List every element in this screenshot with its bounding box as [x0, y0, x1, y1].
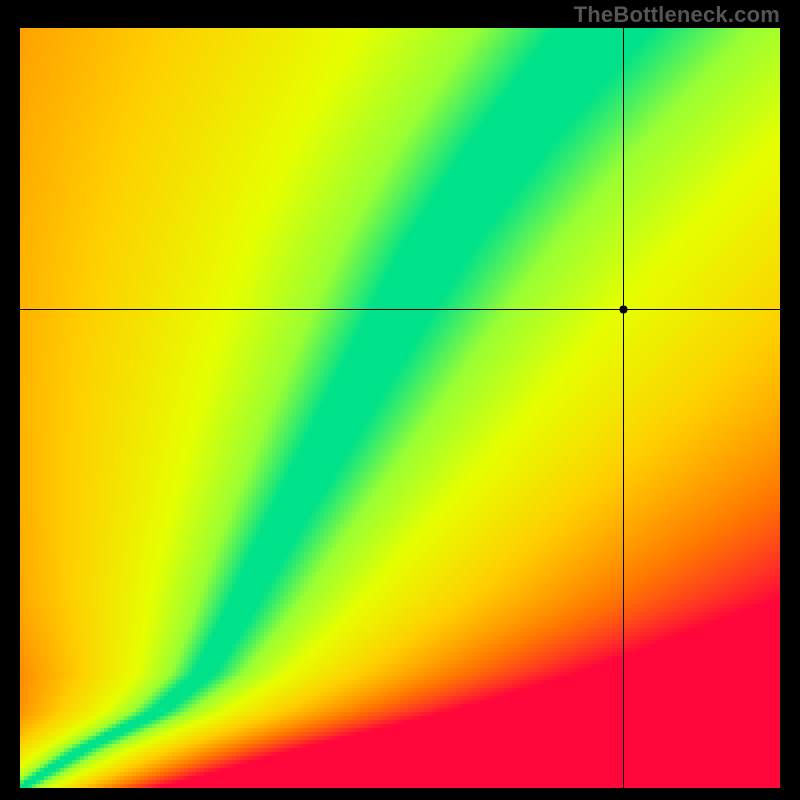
chart-container: TheBottleneck.com	[0, 0, 800, 800]
heatmap-canvas	[0, 0, 800, 800]
watermark-text: TheBottleneck.com	[574, 2, 780, 28]
